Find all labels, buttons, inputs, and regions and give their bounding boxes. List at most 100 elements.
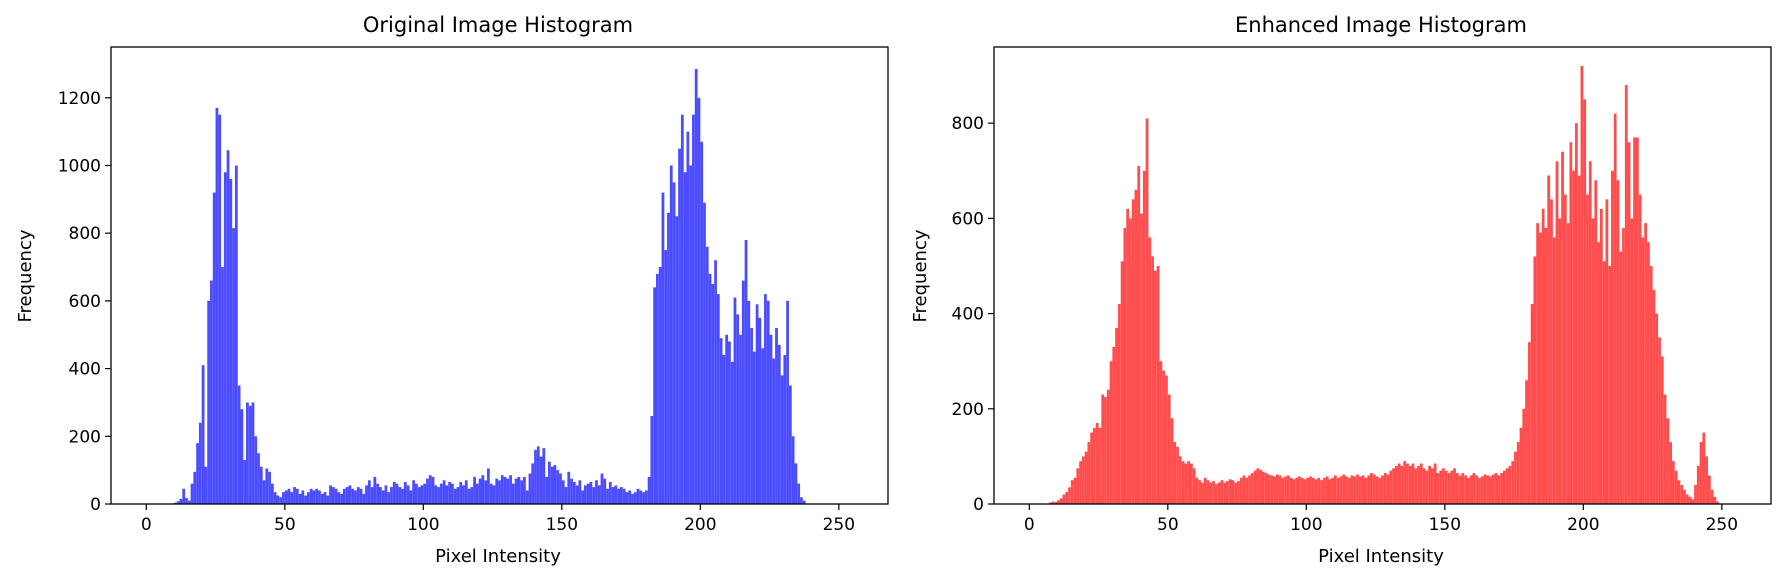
- histogram-bar: [1225, 481, 1229, 504]
- histogram-bar: [1433, 463, 1437, 504]
- y-axis-label: Frequency: [910, 229, 931, 322]
- histogram-bar: [567, 471, 571, 504]
- histogram-bar: [1358, 476, 1362, 504]
- histogram-bar: [409, 490, 413, 504]
- histogram-bar: [1611, 170, 1614, 504]
- histogram-bar: [775, 327, 778, 504]
- histogram-bar: [451, 483, 454, 504]
- histogram-bar: [1439, 470, 1443, 504]
- x-tick-label: 50: [274, 515, 296, 535]
- histogram-bar: [201, 365, 205, 504]
- histogram-bar: [448, 482, 452, 504]
- histogram-bar: [1051, 501, 1055, 504]
- histogram-bar: [752, 351, 756, 504]
- histogram-bar: [1284, 476, 1287, 504]
- histogram-bar: [564, 487, 568, 504]
- histogram-bar: [1134, 189, 1138, 504]
- histogram-bar: [304, 495, 307, 504]
- histogram-bar: [669, 165, 673, 505]
- histogram-bar: [1090, 432, 1094, 504]
- histogram-bar: [492, 485, 496, 504]
- x-tick-label: 200: [684, 515, 716, 535]
- histogram-bar: [1677, 480, 1681, 504]
- histogram-bar: [1569, 142, 1573, 504]
- histogram-bar: [714, 260, 717, 504]
- histogram-bar: [686, 131, 690, 504]
- histogram-bar: [1619, 251, 1623, 504]
- histogram-bar: [1081, 456, 1085, 504]
- histogram-bar: [758, 317, 762, 504]
- histogram-bar: [559, 473, 562, 504]
- histogram-bar: [1608, 265, 1612, 504]
- histogram-bar: [362, 493, 366, 504]
- histogram-bar: [1170, 418, 1174, 504]
- histogram-bar: [1707, 475, 1711, 504]
- histogram-bar: [1641, 237, 1645, 505]
- histogram-bar: [270, 483, 274, 504]
- histogram-bar: [185, 497, 188, 504]
- histogram-bar: [182, 488, 186, 504]
- histogram-bar: [788, 385, 792, 504]
- histogram-bar: [1489, 476, 1492, 504]
- histogram-bar: [459, 482, 463, 504]
- histogram-bar: [1430, 468, 1434, 504]
- histogram-bar: [1491, 474, 1495, 504]
- x-tick-label: 250: [823, 515, 855, 535]
- histogram-bar: [1239, 477, 1243, 504]
- histogram-bar: [240, 409, 244, 504]
- histogram-bar: [1275, 474, 1279, 504]
- histogram-bar: [1209, 482, 1213, 504]
- histogram-bar: [597, 485, 601, 504]
- histogram-bar: [536, 446, 540, 504]
- histogram-bar: [218, 114, 222, 504]
- histogram-bar: [420, 485, 424, 504]
- histogram-bar: [481, 475, 485, 504]
- histogram-bar: [1685, 494, 1689, 504]
- histogram-bar: [625, 492, 629, 504]
- x-tick-label: 150: [1429, 515, 1461, 535]
- histogram-bar: [1400, 465, 1404, 504]
- histogram-bar: [1688, 496, 1692, 504]
- x-tick-label: 0: [1024, 515, 1035, 535]
- y-tick-label: 0: [90, 495, 101, 515]
- histogram-bar: [232, 228, 235, 505]
- histogram-bar: [484, 480, 488, 504]
- histogram-bar: [503, 476, 507, 504]
- histogram-bar: [1192, 468, 1196, 504]
- histogram-bar: [1591, 218, 1595, 505]
- histogram-bar: [284, 490, 288, 504]
- histogram-bar: [1544, 227, 1548, 504]
- histogram-bar: [603, 478, 607, 504]
- histogram-bar: [248, 405, 252, 504]
- histogram-bar: [528, 473, 532, 504]
- histogram-bar: [1383, 473, 1387, 504]
- histogram-bar: [1386, 474, 1390, 504]
- histogram-bar: [1331, 477, 1335, 504]
- histogram-bar: [306, 492, 310, 504]
- y-tick-label: 1000: [58, 156, 101, 176]
- histogram-bar: [1713, 496, 1717, 504]
- histogram-bar: [664, 250, 668, 504]
- histogram-bar: [1516, 442, 1520, 504]
- histogram-bar: [320, 493, 324, 504]
- histogram-bar: [390, 487, 393, 504]
- histogram-bar: [376, 483, 379, 504]
- histogram-bar: [633, 492, 637, 504]
- histogram-bar: [703, 202, 706, 504]
- histogram-bar: [384, 485, 388, 504]
- histogram-bar: [1702, 432, 1706, 504]
- histogram-bar: [1198, 480, 1202, 504]
- histogram-bar: [1699, 442, 1703, 504]
- histogram-bar: [1375, 476, 1379, 504]
- histogram-bar: [312, 490, 316, 504]
- histogram-bar: [511, 483, 515, 504]
- histogram-bar: [1475, 475, 1479, 504]
- histogram-bar: [1419, 463, 1423, 504]
- histogram-bar: [667, 212, 670, 504]
- bars-group: [1048, 66, 1720, 505]
- histogram-bar: [650, 415, 654, 504]
- histogram-bar: [1206, 480, 1210, 504]
- histogram-bar: [1644, 223, 1648, 504]
- histogram-bar: [1248, 475, 1251, 504]
- histogram-bar: [736, 314, 740, 504]
